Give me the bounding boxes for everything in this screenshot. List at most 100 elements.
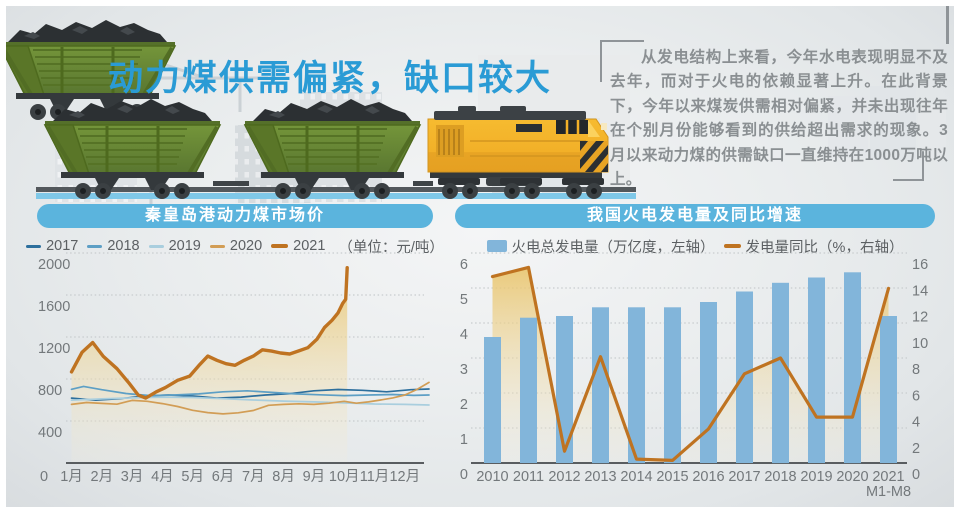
legend-label-2017: 2017 [46,238,79,254]
svg-text:2021: 2021 [872,469,904,485]
svg-text:6月: 6月 [212,469,235,485]
svg-text:2018: 2018 [764,469,796,485]
svg-text:6: 6 [912,388,920,404]
legend-swatch-generation-icon [486,240,507,252]
svg-text:2020: 2020 [836,469,868,485]
bar-2017 [736,291,753,463]
bar-2018 [772,282,789,464]
legend-item-2021: 2021 [271,238,325,254]
quote-bracket-bottomright-icon [893,152,924,181]
left-chart-title: 秦皇岛港动力煤市场价 [37,204,433,228]
legend-item-2018: 2018 [87,238,140,254]
svg-text:M1-M8: M1-M8 [866,484,911,500]
svg-text:2010: 2010 [476,469,508,485]
svg-text:0: 0 [912,467,920,483]
svg-text:8: 8 [912,362,920,378]
legend-label-2020: 2020 [229,238,263,254]
svg-text:14: 14 [912,283,928,299]
legend-item-yoy: 发电量同比（%，右轴） [723,236,904,257]
svg-text:3月: 3月 [121,469,144,485]
series-area-2021 [71,267,348,462]
svg-text:1月: 1月 [60,469,83,485]
svg-text:400: 400 [38,425,62,441]
svg-text:0: 0 [460,467,468,483]
svg-text:10月: 10月 [329,469,360,485]
series-line-2019 [70,396,430,406]
bar-2021 [880,316,897,463]
svg-text:2016: 2016 [692,469,724,485]
svg-text:2011: 2011 [513,469,544,485]
svg-text:4月: 4月 [151,469,174,485]
svg-text:2000: 2000 [38,257,70,273]
svg-text:4: 4 [460,327,468,343]
page-title: 动力煤供需偏紧，缺口较大 [108,59,553,98]
svg-text:0: 0 [40,469,48,485]
bar-2020 [844,272,861,464]
svg-text:7月: 7月 [242,469,265,485]
svg-text:800: 800 [38,383,62,399]
series-line-2020 [70,381,430,415]
track-line-icon [36,193,636,199]
legend-swatch-2017-icon [26,244,42,248]
legend-item-2020: 2020 [209,238,263,254]
unit-label: （单位：元/吨） [338,239,444,256]
svg-text:1200: 1200 [38,341,70,357]
legend-swatch-2019-icon [148,244,164,248]
bar-2013 [592,307,609,464]
series-line-2018 [70,385,430,397]
svg-text:2017: 2017 [728,469,760,485]
svg-text:6: 6 [460,257,468,273]
svg-text:12月: 12月 [389,469,420,485]
locomotive-icon [427,106,609,199]
svg-text:2月: 2月 [91,469,114,485]
legend-label-generation: 火电总发电量（万亿度，左轴） [511,239,715,256]
legend-label-2018: 2018 [107,238,140,254]
bar-2011 [520,317,537,463]
svg-text:2014: 2014 [620,469,652,485]
svg-text:2012: 2012 [548,469,580,485]
legend-item-generation: 火电总发电量（万亿度，左轴） [486,236,715,257]
bar-2015 [664,307,681,464]
right-chart-title: 我国火电发电量及同比增速 [455,204,935,228]
yoy-line [490,265,891,462]
left-chart-legend: 2017 2018 2019 2020 2021 （单位：元/吨） [26,236,444,256]
svg-text:2: 2 [460,397,468,413]
svg-text:12: 12 [912,310,928,326]
commentary-block: 从发电结构上来看，今年水电表现明显不及去年，而对于火电的依赖显著上升。在此背景下… [610,46,948,192]
legend-label-2019: 2019 [168,238,201,254]
svg-text:9月: 9月 [303,469,326,485]
svg-text:4: 4 [912,415,920,431]
svg-text:2013: 2013 [584,469,616,485]
svg-text:1: 1 [460,432,468,448]
legend-label-yoy: 发电量同比（%，右轴） [745,239,904,256]
yoy-area [492,267,889,462]
legend-item-2019: 2019 [148,238,201,254]
bar-2012 [556,316,573,463]
quote-bracket-topright-icon [946,0,949,44]
legend-swatch-2018-icon [87,244,103,248]
svg-text:2015: 2015 [656,469,688,485]
svg-text:2: 2 [912,441,920,457]
bar-2010 [484,337,501,463]
legend-swatch-2020-icon [209,244,225,248]
series-line-2021 [69,266,349,400]
svg-text:5: 5 [460,292,468,308]
svg-text:8月: 8月 [272,469,295,485]
commentary-text: 从发电结构上来看，今年水电表现明显不及去年，而对于火电的依赖显著上升。在此背景下… [610,49,948,189]
legend-swatch-yoy-icon [723,244,741,248]
quote-bracket-topleft-icon [600,40,644,82]
bar-2014 [628,307,645,464]
price-line-chart: 2000 1600 1200 800 400 0 1月 2月 3月 4月 5月 6月 7月 8月 9月 10月… [38,252,430,485]
svg-text:2019: 2019 [800,469,832,485]
svg-text:11月: 11月 [360,469,390,485]
bar-2016 [700,302,717,463]
legend-label-2021: 2021 [293,238,326,254]
svg-text:3: 3 [460,362,468,378]
svg-text:10: 10 [912,336,928,352]
rail-icon [36,187,636,192]
svg-text:5月: 5月 [181,469,204,485]
svg-text:1600: 1600 [38,299,70,315]
